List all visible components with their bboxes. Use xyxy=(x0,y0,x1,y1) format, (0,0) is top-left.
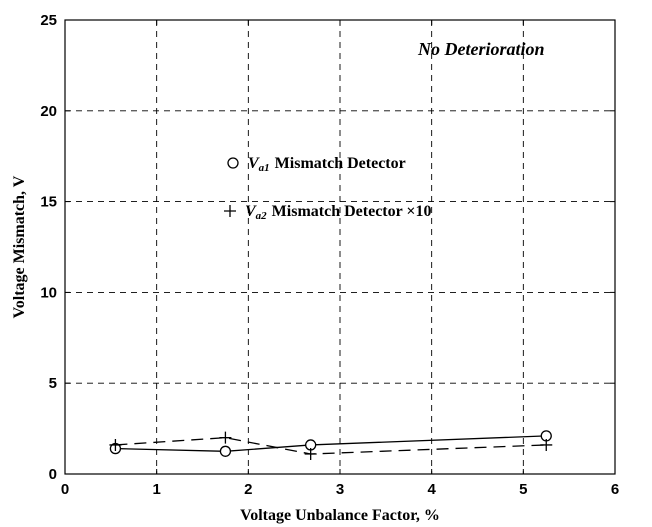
legend-marker-plus xyxy=(224,205,236,217)
data-point-va2 xyxy=(219,431,232,444)
x-axis-label: Voltage Unbalance Factor, % xyxy=(240,507,440,524)
annotation-text: No Deterioration xyxy=(417,39,545,59)
legend-entry-va2: Va2 Mismatch Detector ×10 xyxy=(224,203,432,222)
legend-desc-va1: Mismatch Detector xyxy=(275,155,406,172)
y-tick-label: 20 xyxy=(40,103,57,120)
data-point-va1 xyxy=(219,445,232,457)
grid xyxy=(65,20,615,474)
x-tick-label: 0 xyxy=(61,481,69,498)
legend-label-va2: Va2 Mismatch Detector ×10 xyxy=(245,203,432,222)
x-tick-label: 3 xyxy=(336,481,344,498)
data-point-va2 xyxy=(109,438,122,451)
series-line-va1 xyxy=(115,435,547,452)
ticks: 0 1 2 3 4 5 6 0 5 10 15 20 25 xyxy=(40,12,619,498)
legend-entry-va1: Va1 Mismatch Detector xyxy=(227,155,406,174)
legend-label-va1: Va1 Mismatch Detector xyxy=(248,155,406,174)
legend-var-va2: V xyxy=(245,203,257,220)
y-tick-label: 25 xyxy=(40,12,57,29)
legend: Va1 Mismatch Detector Va2 Mismatch Detecto… xyxy=(224,155,432,222)
x-tick-label: 2 xyxy=(244,481,252,498)
y-tick-label: 10 xyxy=(40,284,57,301)
legend-var-va1: V xyxy=(248,155,260,172)
legend-marker-circle xyxy=(227,157,239,169)
y-tick-label: 0 xyxy=(49,466,57,483)
series xyxy=(109,430,553,461)
legend-desc-va2: Mismatch Detector ×10 xyxy=(272,203,432,220)
data-point-va2 xyxy=(540,438,553,451)
x-tick-label: 1 xyxy=(152,481,160,498)
legend-sub-va1: a1 xyxy=(259,162,270,174)
y-tick-label: 15 xyxy=(40,194,57,211)
x-tick-label: 5 xyxy=(519,481,527,498)
data-point-va2 xyxy=(304,448,317,461)
legend-sub-va2: a2 xyxy=(256,210,268,222)
x-tick-label: 6 xyxy=(611,481,619,498)
y-axis-label: Voltage Mismatch, V xyxy=(11,175,28,318)
x-tick-label: 4 xyxy=(427,481,436,498)
y-tick-label: 5 xyxy=(49,375,57,392)
series-line-va2 xyxy=(115,437,547,455)
